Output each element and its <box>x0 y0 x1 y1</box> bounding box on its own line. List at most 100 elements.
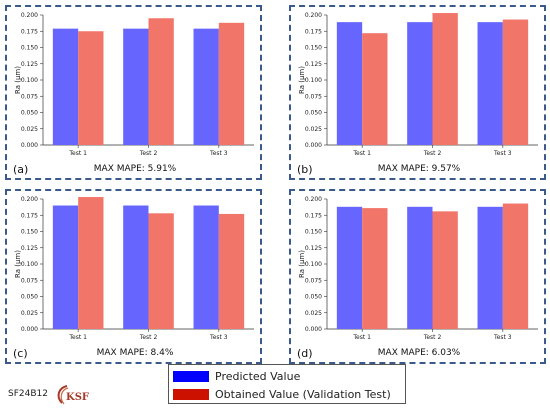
y-tick-label: 0.175 <box>21 212 38 219</box>
chart-svg-a: Ra (μm) 0.000 0.025 0.050 0.075 0.100 0.125 0.1… <box>13 12 254 176</box>
x-tick-label: Test 2 <box>423 150 442 157</box>
mape-caption: MAX MAPE: 6.03% <box>378 348 461 358</box>
bar-obtained <box>218 213 245 329</box>
legend-label-predicted: Predicted Value <box>215 369 301 383</box>
bar-predicted <box>193 28 219 145</box>
bar-obtained <box>362 33 388 146</box>
y-tick-label: 0.025 <box>305 310 322 317</box>
bar-obtained <box>148 213 174 329</box>
y-tick-label: 0.150 <box>305 45 322 52</box>
y-tick-label: 0.000 <box>21 142 38 149</box>
panel-label: (b) <box>297 163 313 176</box>
y-tick-label: 0.200 <box>21 196 38 203</box>
legend-swatch-obtained <box>173 388 209 400</box>
x-tick-label: Test 1 <box>68 334 87 341</box>
y-tick-label: 0.000 <box>21 326 38 333</box>
y-tick-label: 0.125 <box>305 245 322 252</box>
figure-id: SF24B12 <box>8 389 48 399</box>
legend-label-obtained: Obtained Value (Validation Test) <box>215 387 391 401</box>
y-tick-label: 0.125 <box>21 61 38 68</box>
panel-label: (d) <box>297 347 313 360</box>
y-tick-label: 0.025 <box>21 126 38 133</box>
bar-predicted <box>123 28 149 145</box>
bar-predicted <box>477 22 503 145</box>
bar-obtained <box>502 19 529 145</box>
legend-swatch-predicted <box>173 370 209 382</box>
y-tick-label: 0.000 <box>305 142 322 149</box>
svg-text:KSF: KSF <box>66 392 89 403</box>
y-tick-label: 0.100 <box>21 261 38 268</box>
mape-caption: MAX MAPE: 5.91% <box>94 164 177 174</box>
legend-item-predicted: Predicted Value <box>173 368 300 384</box>
x-tick-label: Test 3 <box>493 150 512 157</box>
bar-predicted <box>52 205 79 329</box>
y-tick-label: 0.100 <box>305 77 322 84</box>
x-tick-label: Test 3 <box>493 334 512 341</box>
y-tick-label: 0.200 <box>305 196 322 203</box>
y-tick-label: 0.075 <box>305 93 322 100</box>
y-tick-label: 0.175 <box>21 28 38 35</box>
y-tick-label: 0.075 <box>305 277 322 284</box>
y-tick-label: 0.125 <box>305 61 322 68</box>
ksf-logo: KSF <box>57 385 89 405</box>
y-axis-label: Ra (μm) <box>14 250 22 278</box>
bar-predicted <box>407 22 433 145</box>
bar-obtained <box>432 13 458 145</box>
panel-label: (a) <box>13 163 28 176</box>
chart-panel-c: Ra (μm) 0.000 0.025 0.050 0.075 0.100 0.125 0.1… <box>5 189 262 364</box>
legend-item-obtained: Obtained Value (Validation Test) <box>173 386 391 402</box>
panel-label: (c) <box>13 347 28 360</box>
y-tick-label: 0.050 <box>21 294 38 301</box>
chart-legend: Predicted Value Obtained Value (Validati… <box>168 364 406 404</box>
chart-panel-b: Ra (μm) 0.000 0.025 0.050 0.075 0.100 0.125 0.1… <box>289 5 546 180</box>
x-tick-label: Test 2 <box>139 334 158 341</box>
y-tick-label: 0.200 <box>305 12 322 19</box>
y-tick-label: 0.175 <box>305 212 322 219</box>
x-tick-label: Test 2 <box>423 334 442 341</box>
y-tick-label: 0.125 <box>21 245 38 252</box>
bar-predicted <box>193 205 219 329</box>
bar-predicted <box>123 205 149 329</box>
y-tick-label: 0.000 <box>305 326 322 333</box>
x-tick-label: Test 3 <box>209 334 228 341</box>
y-tick-label: 0.150 <box>305 229 322 236</box>
x-tick-label: Test 1 <box>352 334 371 341</box>
chart-svg-b: Ra (μm) 0.000 0.025 0.050 0.075 0.100 0.125 0.1… <box>297 12 538 176</box>
y-tick-label: 0.100 <box>305 261 322 268</box>
y-tick-label: 0.050 <box>305 294 322 301</box>
y-axis-label: Ra (μm) <box>298 250 306 278</box>
chart-panel-a: Ra (μm) 0.000 0.025 0.050 0.075 0.100 0.125 0.1… <box>5 5 262 180</box>
x-tick-label: Test 1 <box>352 150 371 157</box>
y-tick-label: 0.175 <box>305 28 322 35</box>
chart-svg-c: Ra (μm) 0.000 0.025 0.050 0.075 0.100 0.125 0.1… <box>13 196 254 360</box>
y-axis-label: Ra (μm) <box>298 66 306 94</box>
chart-panel-d: Ra (μm) 0.000 0.025 0.050 0.075 0.100 0.125 0.1… <box>289 189 546 364</box>
y-tick-label: 0.075 <box>21 93 38 100</box>
bar-obtained <box>78 197 104 329</box>
bar-predicted <box>336 22 363 145</box>
y-tick-label: 0.050 <box>305 110 322 117</box>
y-axis-label: Ra (μm) <box>14 66 22 94</box>
y-tick-label: 0.150 <box>21 45 38 52</box>
y-tick-label: 0.025 <box>21 310 38 317</box>
chart-svg-d: Ra (μm) 0.000 0.025 0.050 0.075 0.100 0.125 0.1… <box>297 196 538 360</box>
bar-obtained <box>432 211 458 329</box>
y-tick-label: 0.100 <box>21 77 38 84</box>
bar-obtained <box>362 208 388 329</box>
x-tick-label: Test 1 <box>68 150 87 157</box>
x-tick-label: Test 3 <box>209 150 228 157</box>
bar-predicted <box>407 206 433 329</box>
y-tick-label: 0.075 <box>21 277 38 284</box>
y-tick-label: 0.150 <box>21 229 38 236</box>
bar-obtained <box>502 203 529 329</box>
bar-predicted <box>336 206 363 329</box>
mape-caption: MAX MAPE: 9.57% <box>378 164 461 174</box>
bar-predicted <box>477 206 503 329</box>
bar-predicted <box>52 28 79 145</box>
x-tick-label: Test 2 <box>139 150 158 157</box>
bar-obtained <box>78 31 104 145</box>
y-tick-label: 0.200 <box>21 12 38 19</box>
mape-caption: MAX MAPE: 8.4% <box>97 348 174 358</box>
y-tick-label: 0.050 <box>21 110 38 117</box>
y-tick-label: 0.025 <box>305 126 322 133</box>
